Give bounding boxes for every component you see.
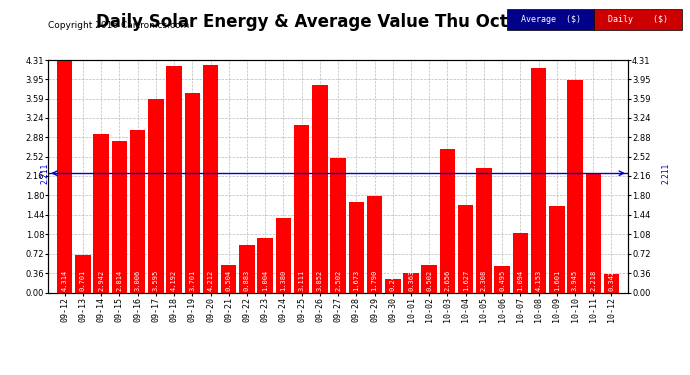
Text: 2.942: 2.942 [98, 270, 104, 291]
Bar [549, 206, 564, 292]
Bar [367, 196, 382, 292]
Text: 1.380: 1.380 [280, 270, 286, 291]
Bar [531, 69, 546, 292]
Text: 3.701: 3.701 [189, 270, 195, 291]
Bar [567, 80, 583, 292]
Text: 3.006: 3.006 [135, 270, 141, 291]
Bar [476, 168, 492, 292]
Text: 2.814: 2.814 [117, 270, 122, 291]
Text: 0.701: 0.701 [80, 270, 86, 291]
Text: 0.502: 0.502 [426, 270, 432, 291]
Bar [294, 124, 309, 292]
Text: 0.243: 0.243 [390, 270, 396, 291]
Bar [331, 158, 346, 292]
Bar [203, 65, 218, 292]
Text: 1.601: 1.601 [554, 270, 560, 291]
Text: 0.504: 0.504 [226, 270, 232, 291]
Bar [403, 273, 419, 292]
Text: Copyright 2016 Cartronics.com: Copyright 2016 Cartronics.com [48, 21, 190, 30]
Text: 4.314: 4.314 [61, 270, 68, 291]
Bar [130, 130, 146, 292]
Bar [75, 255, 90, 292]
Text: Daily Solar Energy & Average Value Thu Oct 13 18:15: Daily Solar Energy & Average Value Thu O… [95, 13, 595, 31]
Bar [440, 149, 455, 292]
Bar [458, 205, 473, 292]
Text: 3.595: 3.595 [153, 270, 159, 291]
Text: 0.495: 0.495 [499, 270, 505, 291]
Bar [586, 173, 601, 292]
Text: Daily    ($): Daily ($) [608, 15, 668, 24]
Bar [239, 245, 255, 292]
Bar [513, 234, 528, 292]
Bar [93, 134, 109, 292]
Text: 4.153: 4.153 [535, 270, 542, 291]
Text: 0.342: 0.342 [609, 270, 615, 291]
Text: 2.502: 2.502 [335, 270, 341, 291]
Bar [422, 266, 437, 292]
Text: 2.308: 2.308 [481, 270, 487, 291]
Bar [495, 266, 510, 292]
Text: 4.192: 4.192 [171, 270, 177, 291]
Text: 0.883: 0.883 [244, 270, 250, 291]
Text: Average  ($): Average ($) [521, 15, 581, 24]
Bar [348, 202, 364, 292]
Bar [166, 66, 181, 292]
Bar [184, 93, 200, 292]
Text: 1.094: 1.094 [518, 270, 523, 291]
Bar [276, 218, 291, 292]
Text: 0.363: 0.363 [408, 270, 414, 291]
Bar [385, 279, 400, 292]
Bar [257, 238, 273, 292]
Text: 3.111: 3.111 [299, 270, 305, 291]
Text: 3.945: 3.945 [572, 270, 578, 291]
Bar [112, 141, 127, 292]
Bar [312, 85, 328, 292]
Bar [221, 265, 237, 292]
Bar [57, 60, 72, 292]
Text: 2.211: 2.211 [40, 162, 49, 184]
Text: 1.790: 1.790 [371, 270, 377, 291]
Text: 3.852: 3.852 [317, 270, 323, 291]
Bar [148, 99, 164, 292]
Text: 1.673: 1.673 [353, 270, 359, 291]
Text: 2.218: 2.218 [590, 270, 596, 291]
Text: 4.212: 4.212 [208, 270, 213, 291]
Text: 2.211: 2.211 [661, 162, 670, 184]
Text: 2.656: 2.656 [444, 270, 451, 291]
Text: 1.627: 1.627 [463, 270, 469, 291]
Text: 1.004: 1.004 [262, 270, 268, 291]
Bar [604, 274, 619, 292]
